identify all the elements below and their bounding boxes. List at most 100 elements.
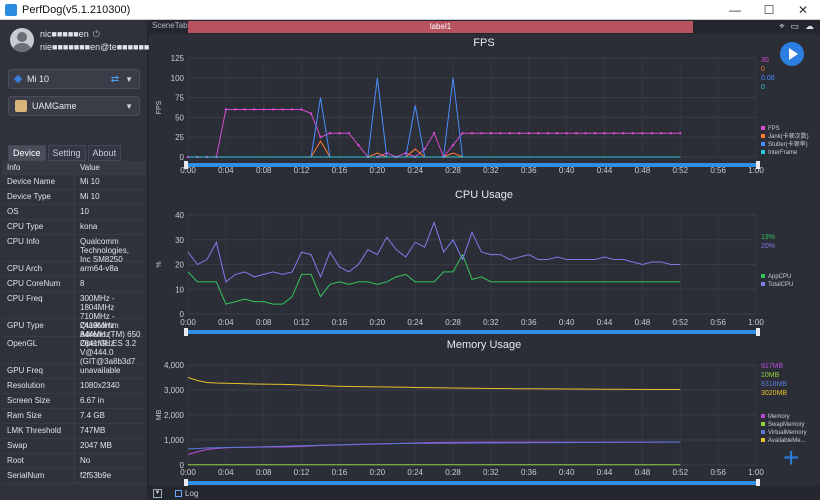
scene-label-band[interactable]: label1 bbox=[188, 21, 693, 33]
x-tick-label: 0:48 bbox=[635, 318, 651, 327]
data-point bbox=[451, 143, 455, 147]
data-point bbox=[546, 132, 549, 135]
device-select[interactable]: Mi 10 ⇄ ▼ bbox=[8, 69, 140, 89]
x-tick-label: 0:44 bbox=[597, 318, 613, 327]
location-icon[interactable]: ⌖ bbox=[779, 21, 785, 31]
tab-about[interactable]: About bbox=[87, 145, 122, 161]
info-value: Mi 10 bbox=[80, 177, 100, 186]
data-point bbox=[224, 108, 228, 111]
x-tick-label: 0:40 bbox=[559, 468, 575, 477]
info-key: CPU Type bbox=[2, 220, 75, 234]
slider-handle-left[interactable] bbox=[184, 328, 188, 336]
minimize-button[interactable]: — bbox=[729, 2, 741, 17]
power-icon[interactable]: ⏻ bbox=[92, 29, 100, 39]
data-point bbox=[243, 108, 246, 111]
data-point bbox=[556, 132, 559, 135]
scene-tab[interactable]: SceneTab bbox=[152, 21, 188, 30]
chevron-down-icon: ▼ bbox=[125, 74, 133, 84]
x-tick-label: 0:32 bbox=[483, 166, 499, 175]
title-bar: PerfDog(v5.1.210300) — ☐ ✕ bbox=[0, 0, 820, 20]
maximize-button[interactable]: ☐ bbox=[763, 2, 775, 17]
tab-device[interactable]: Device bbox=[8, 145, 46, 161]
data-point bbox=[679, 132, 682, 135]
info-key: CPU Freq bbox=[2, 292, 75, 318]
sidebar: nic■■■■■en ⏻ nie■■■■■■■en@te■■■■■■.com Mi… bbox=[0, 20, 169, 500]
legend-label: VirtualMemory bbox=[768, 430, 807, 436]
x-tick-label: 0:48 bbox=[635, 468, 651, 477]
tab-setting[interactable]: Setting bbox=[47, 145, 86, 161]
data-point bbox=[262, 108, 265, 111]
y-tick-label: 4,000 bbox=[164, 361, 185, 370]
x-tick-label: 0:32 bbox=[483, 318, 499, 327]
expand-icon[interactable]: ▼ bbox=[153, 488, 162, 498]
main-area: SceneTab label1 ⌖ ▭ ☁ FPS FPS 0 25 50 75 100 12… bbox=[149, 20, 820, 500]
legend-swatch bbox=[761, 422, 765, 426]
y-tick-label: 50 bbox=[175, 113, 184, 122]
data-point bbox=[669, 132, 672, 135]
x-tick-label: 0:00 bbox=[180, 166, 196, 175]
series-line-jank bbox=[188, 140, 681, 158]
folder-icon[interactable]: ▭ bbox=[790, 21, 799, 31]
info-key: Ram Size bbox=[2, 409, 75, 423]
data-point bbox=[319, 136, 322, 139]
x-tick-label: 0:40 bbox=[559, 166, 575, 175]
slider-handle-right[interactable] bbox=[756, 161, 760, 169]
data-point bbox=[537, 132, 540, 135]
x-tick-label: 0:20 bbox=[370, 468, 386, 477]
y-tick-label: 20 bbox=[175, 261, 184, 270]
info-key: GPU Freq bbox=[2, 364, 75, 378]
x-tick-label: 0:20 bbox=[370, 318, 386, 327]
data-point bbox=[660, 132, 663, 135]
slider-handle-right[interactable] bbox=[756, 479, 760, 486]
cloud-icon[interactable]: ☁ bbox=[805, 21, 814, 31]
info-value: 300MHz - 1804MHz 710MHz - 2419MHz 844MHz… bbox=[80, 294, 115, 348]
y-axis-label: % bbox=[156, 261, 163, 267]
avatar[interactable] bbox=[10, 28, 34, 52]
info-key: Resolution bbox=[2, 379, 75, 393]
add-button[interactable]: + bbox=[783, 442, 800, 473]
slider-handle-left[interactable] bbox=[184, 161, 188, 169]
info-value: 1080x2340 bbox=[80, 381, 120, 390]
data-point bbox=[499, 132, 502, 135]
x-tick-label: 1:00 bbox=[748, 468, 764, 477]
y-tick-label: 10 bbox=[175, 285, 184, 294]
chart-title: CPU Usage bbox=[455, 189, 513, 201]
usb-swap-icon[interactable]: ⇄ bbox=[110, 73, 120, 85]
data-point bbox=[470, 132, 474, 135]
slider-handle-left[interactable] bbox=[184, 479, 188, 486]
perfdog-logo-icon bbox=[5, 3, 17, 16]
data-point bbox=[347, 132, 351, 135]
data-point bbox=[631, 132, 635, 135]
info-key: OS bbox=[2, 205, 75, 219]
x-tick-label: 0:24 bbox=[407, 166, 423, 175]
current-value: 0 bbox=[761, 66, 765, 73]
table-row: Root No bbox=[2, 454, 146, 469]
data-point bbox=[357, 143, 360, 147]
info-key: CPU Info bbox=[2, 235, 75, 261]
legend-label: TotalCPU bbox=[768, 282, 793, 288]
data-point bbox=[300, 108, 303, 111]
time-range-slider[interactable] bbox=[185, 481, 759, 485]
info-value: 8 bbox=[80, 279, 85, 288]
x-tick-label: 0:36 bbox=[521, 318, 537, 327]
time-range-slider[interactable] bbox=[185, 163, 759, 167]
y-tick-label: 25 bbox=[175, 133, 184, 142]
x-tick-label: 0:08 bbox=[256, 166, 272, 175]
current-value: 13% bbox=[761, 234, 775, 241]
slider-handle-right[interactable] bbox=[756, 328, 760, 336]
data-point bbox=[432, 132, 436, 135]
x-tick-label: 0:00 bbox=[180, 468, 196, 477]
table-row: GPU Freq unavailable bbox=[2, 364, 146, 379]
play-button[interactable] bbox=[780, 42, 804, 66]
x-tick-label: 0:12 bbox=[294, 166, 310, 175]
legend-label: Memory bbox=[768, 414, 790, 420]
app-select-value: UAMGame bbox=[32, 101, 77, 111]
close-button[interactable]: ✕ bbox=[797, 2, 809, 17]
x-tick-label: 1:00 bbox=[748, 166, 764, 175]
time-range-slider[interactable] bbox=[185, 330, 759, 334]
info-key: CPU CoreNum bbox=[2, 277, 75, 291]
log-checkbox[interactable] bbox=[175, 489, 182, 497]
x-tick-label: 0:08 bbox=[256, 318, 272, 327]
app-select[interactable]: UAMGame ▼ bbox=[8, 96, 140, 116]
legend-swatch bbox=[761, 430, 765, 434]
